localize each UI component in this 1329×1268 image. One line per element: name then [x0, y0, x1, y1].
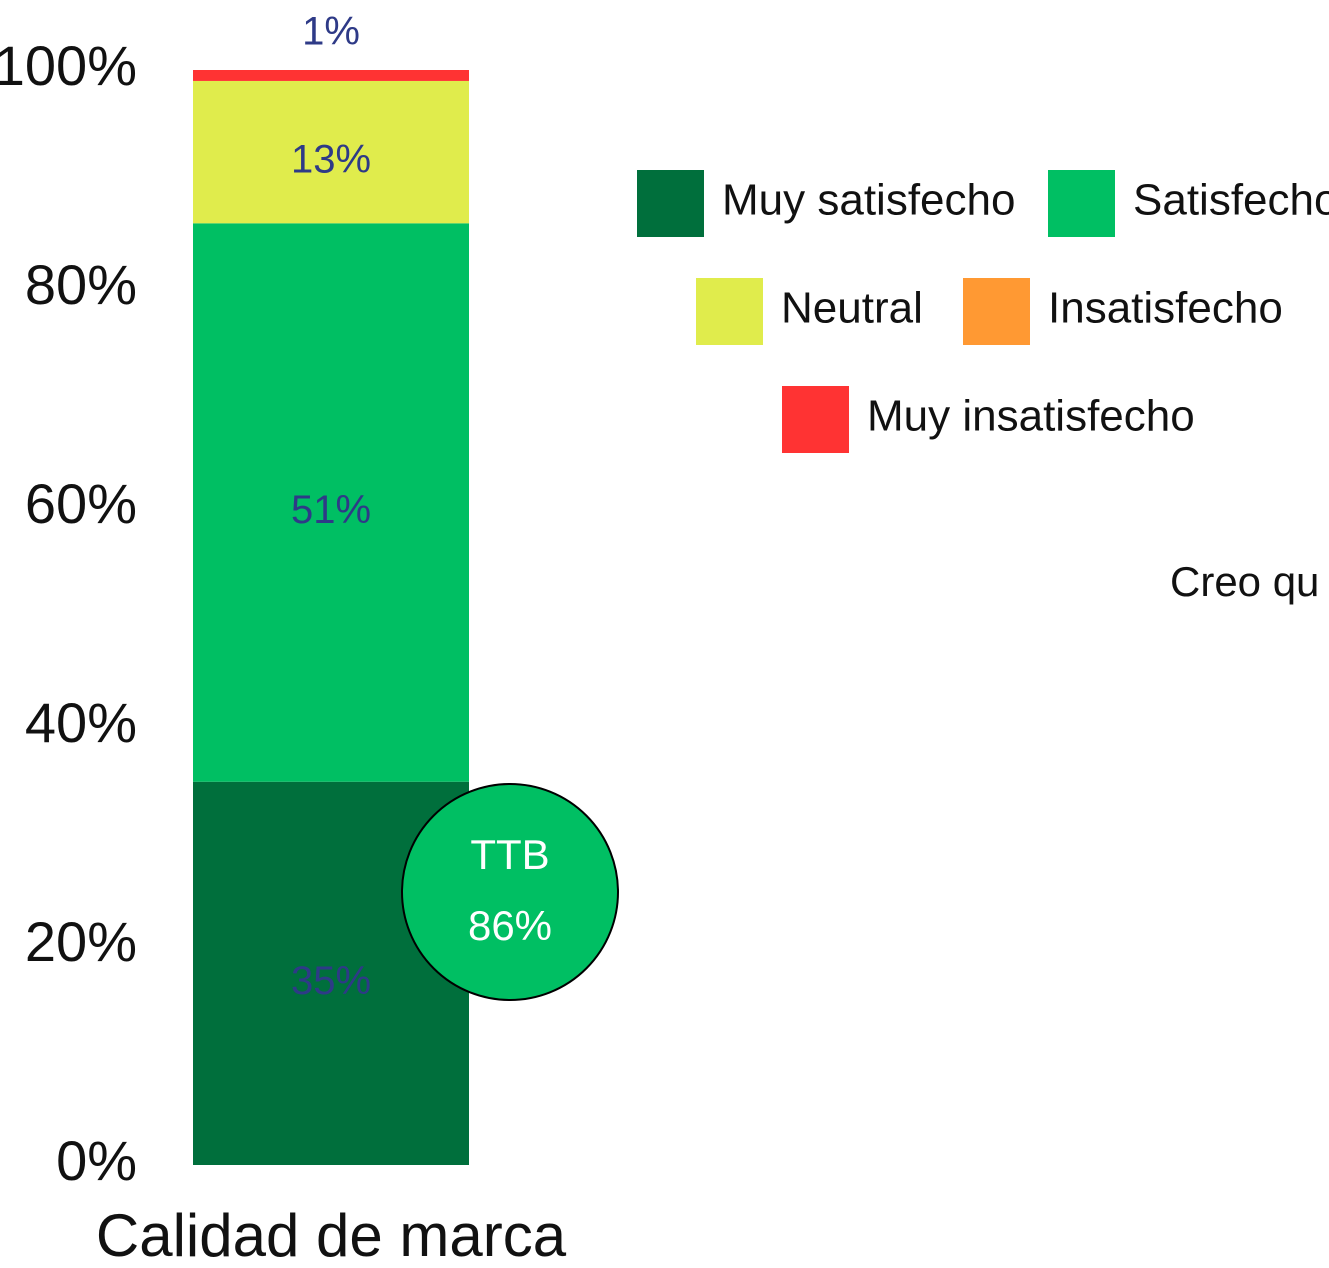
legend-swatch	[637, 170, 704, 237]
legend-swatch	[963, 278, 1030, 345]
y-tick-label: 0%	[56, 1129, 137, 1192]
bar-segment	[193, 70, 469, 81]
value-label: 13%	[291, 138, 371, 182]
y-tick-label: 40%	[25, 691, 137, 754]
value-label: 35%	[291, 959, 371, 1003]
note: Creo qu	[1170, 558, 1319, 605]
legend-label: Muy insatisfecho	[867, 392, 1195, 441]
x-tick-label: Calidad de marca	[96, 1202, 567, 1268]
legend-label: Neutral	[781, 284, 923, 333]
legend-label: Satisfecho	[1133, 176, 1329, 225]
ttb-value: 86%	[468, 902, 552, 949]
y-tick-label: 60%	[25, 472, 137, 535]
y-tick-label: 80%	[25, 253, 137, 316]
bar-segment	[193, 223, 469, 782]
y-tick-label: 100%	[0, 34, 137, 97]
bar-segment	[193, 80, 469, 224]
ttb-label: TTB	[470, 831, 549, 878]
value-label: 51%	[291, 488, 371, 532]
legend-swatch	[696, 278, 763, 345]
legend-label: Muy satisfecho	[722, 176, 1015, 225]
legend-swatch	[1048, 170, 1115, 237]
legend-swatch	[782, 386, 849, 453]
legend-label: Insatisfecho	[1048, 284, 1283, 333]
value-label: 1%	[302, 10, 360, 54]
y-tick-label: 20%	[25, 910, 137, 973]
ttb-badge	[401, 783, 619, 1001]
